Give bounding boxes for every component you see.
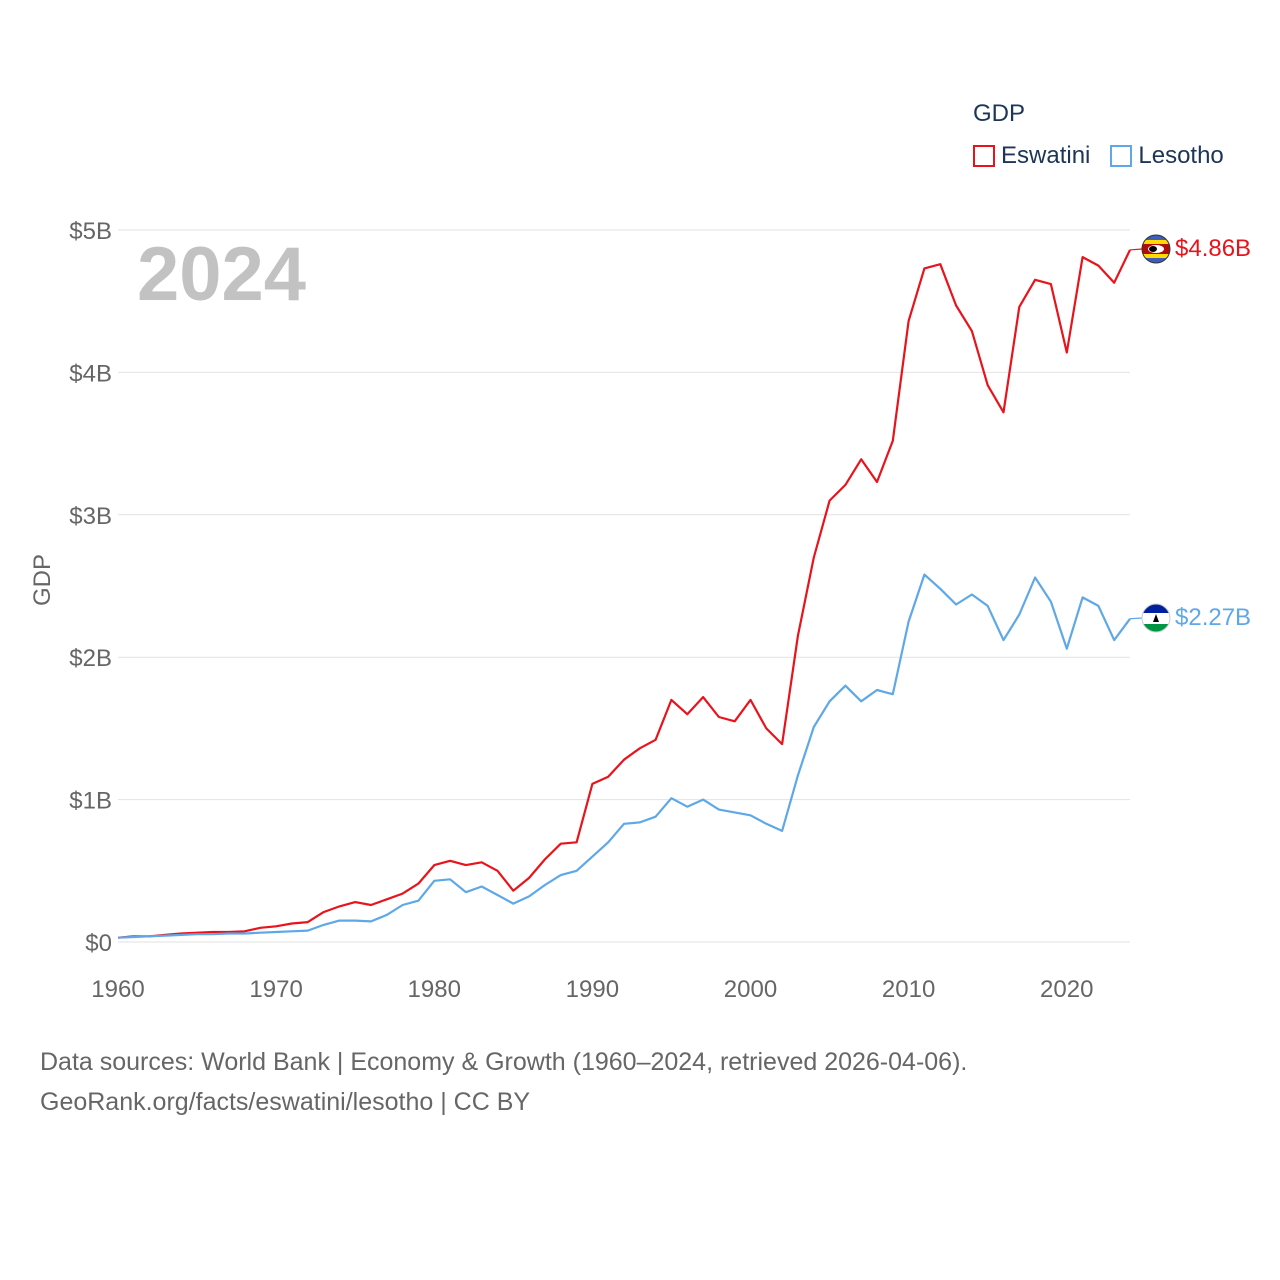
end-label-lesotho: $2.27B	[1175, 604, 1251, 631]
footer-attribution[interactable]: GeoRank.org/facts/eswatini/lesotho | CC …	[40, 1088, 531, 1116]
legend: Eswatini Lesotho	[973, 142, 1224, 170]
series-layer	[117, 248, 1143, 939]
x-tick-label: 2020	[1040, 976, 1093, 1003]
year-watermark: 2024	[137, 232, 306, 317]
y-tick-label: $4B	[69, 360, 112, 387]
x-tick-label: 1980	[408, 976, 461, 1003]
series-line-lesotho[interactable]	[117, 573, 1131, 939]
y-axis-ticks: $0 $1B $2B $3B $4B $5B	[69, 218, 112, 957]
grid-layer	[118, 229, 1130, 943]
series-connector-eswatini	[1129, 248, 1143, 251]
end-labels: $4.86B $2.27B	[1175, 235, 1251, 631]
y-tick-label: $0	[85, 930, 112, 957]
series-line-eswatini[interactable]	[117, 249, 1131, 939]
x-tick-label: 2000	[724, 976, 777, 1003]
y-tick-label: $5B	[69, 218, 112, 245]
y-tick-label: $1B	[69, 788, 112, 815]
x-axis-ticks: 1960 1970 1980 1990 2000 2010 2020	[91, 976, 1093, 1003]
y-tick-label: $3B	[69, 503, 112, 530]
footer: Data sources: World Bank | Economy & Gro…	[40, 1042, 967, 1122]
x-tick-label: 1990	[566, 976, 619, 1003]
end-label-eswatini: $4.86B	[1175, 235, 1251, 262]
x-tick-label: 2010	[882, 976, 935, 1003]
eswatini-flag-icon	[1141, 234, 1171, 264]
footer-sources: Data sources: World Bank | Economy & Gro…	[40, 1048, 968, 1076]
x-tick-label: 1970	[249, 976, 302, 1003]
legend-title: GDP	[973, 100, 1026, 127]
series-connector-lesotho	[1129, 617, 1143, 620]
legend-label-eswatini: Eswatini	[1001, 142, 1091, 169]
y-tick-label: $2B	[69, 645, 112, 672]
y-axis-label: GDP	[29, 554, 56, 606]
legend-item-lesotho[interactable]: Lesotho	[1110, 142, 1224, 170]
legend-swatch-lesotho	[1110, 145, 1133, 167]
legend-item-eswatini[interactable]: Eswatini	[973, 142, 1090, 170]
legend-label-lesotho: Lesotho	[1138, 142, 1224, 169]
x-tick-label: 1960	[91, 976, 144, 1003]
lesotho-flag-icon	[1141, 603, 1171, 633]
legend-swatch-eswatini	[973, 145, 995, 167]
